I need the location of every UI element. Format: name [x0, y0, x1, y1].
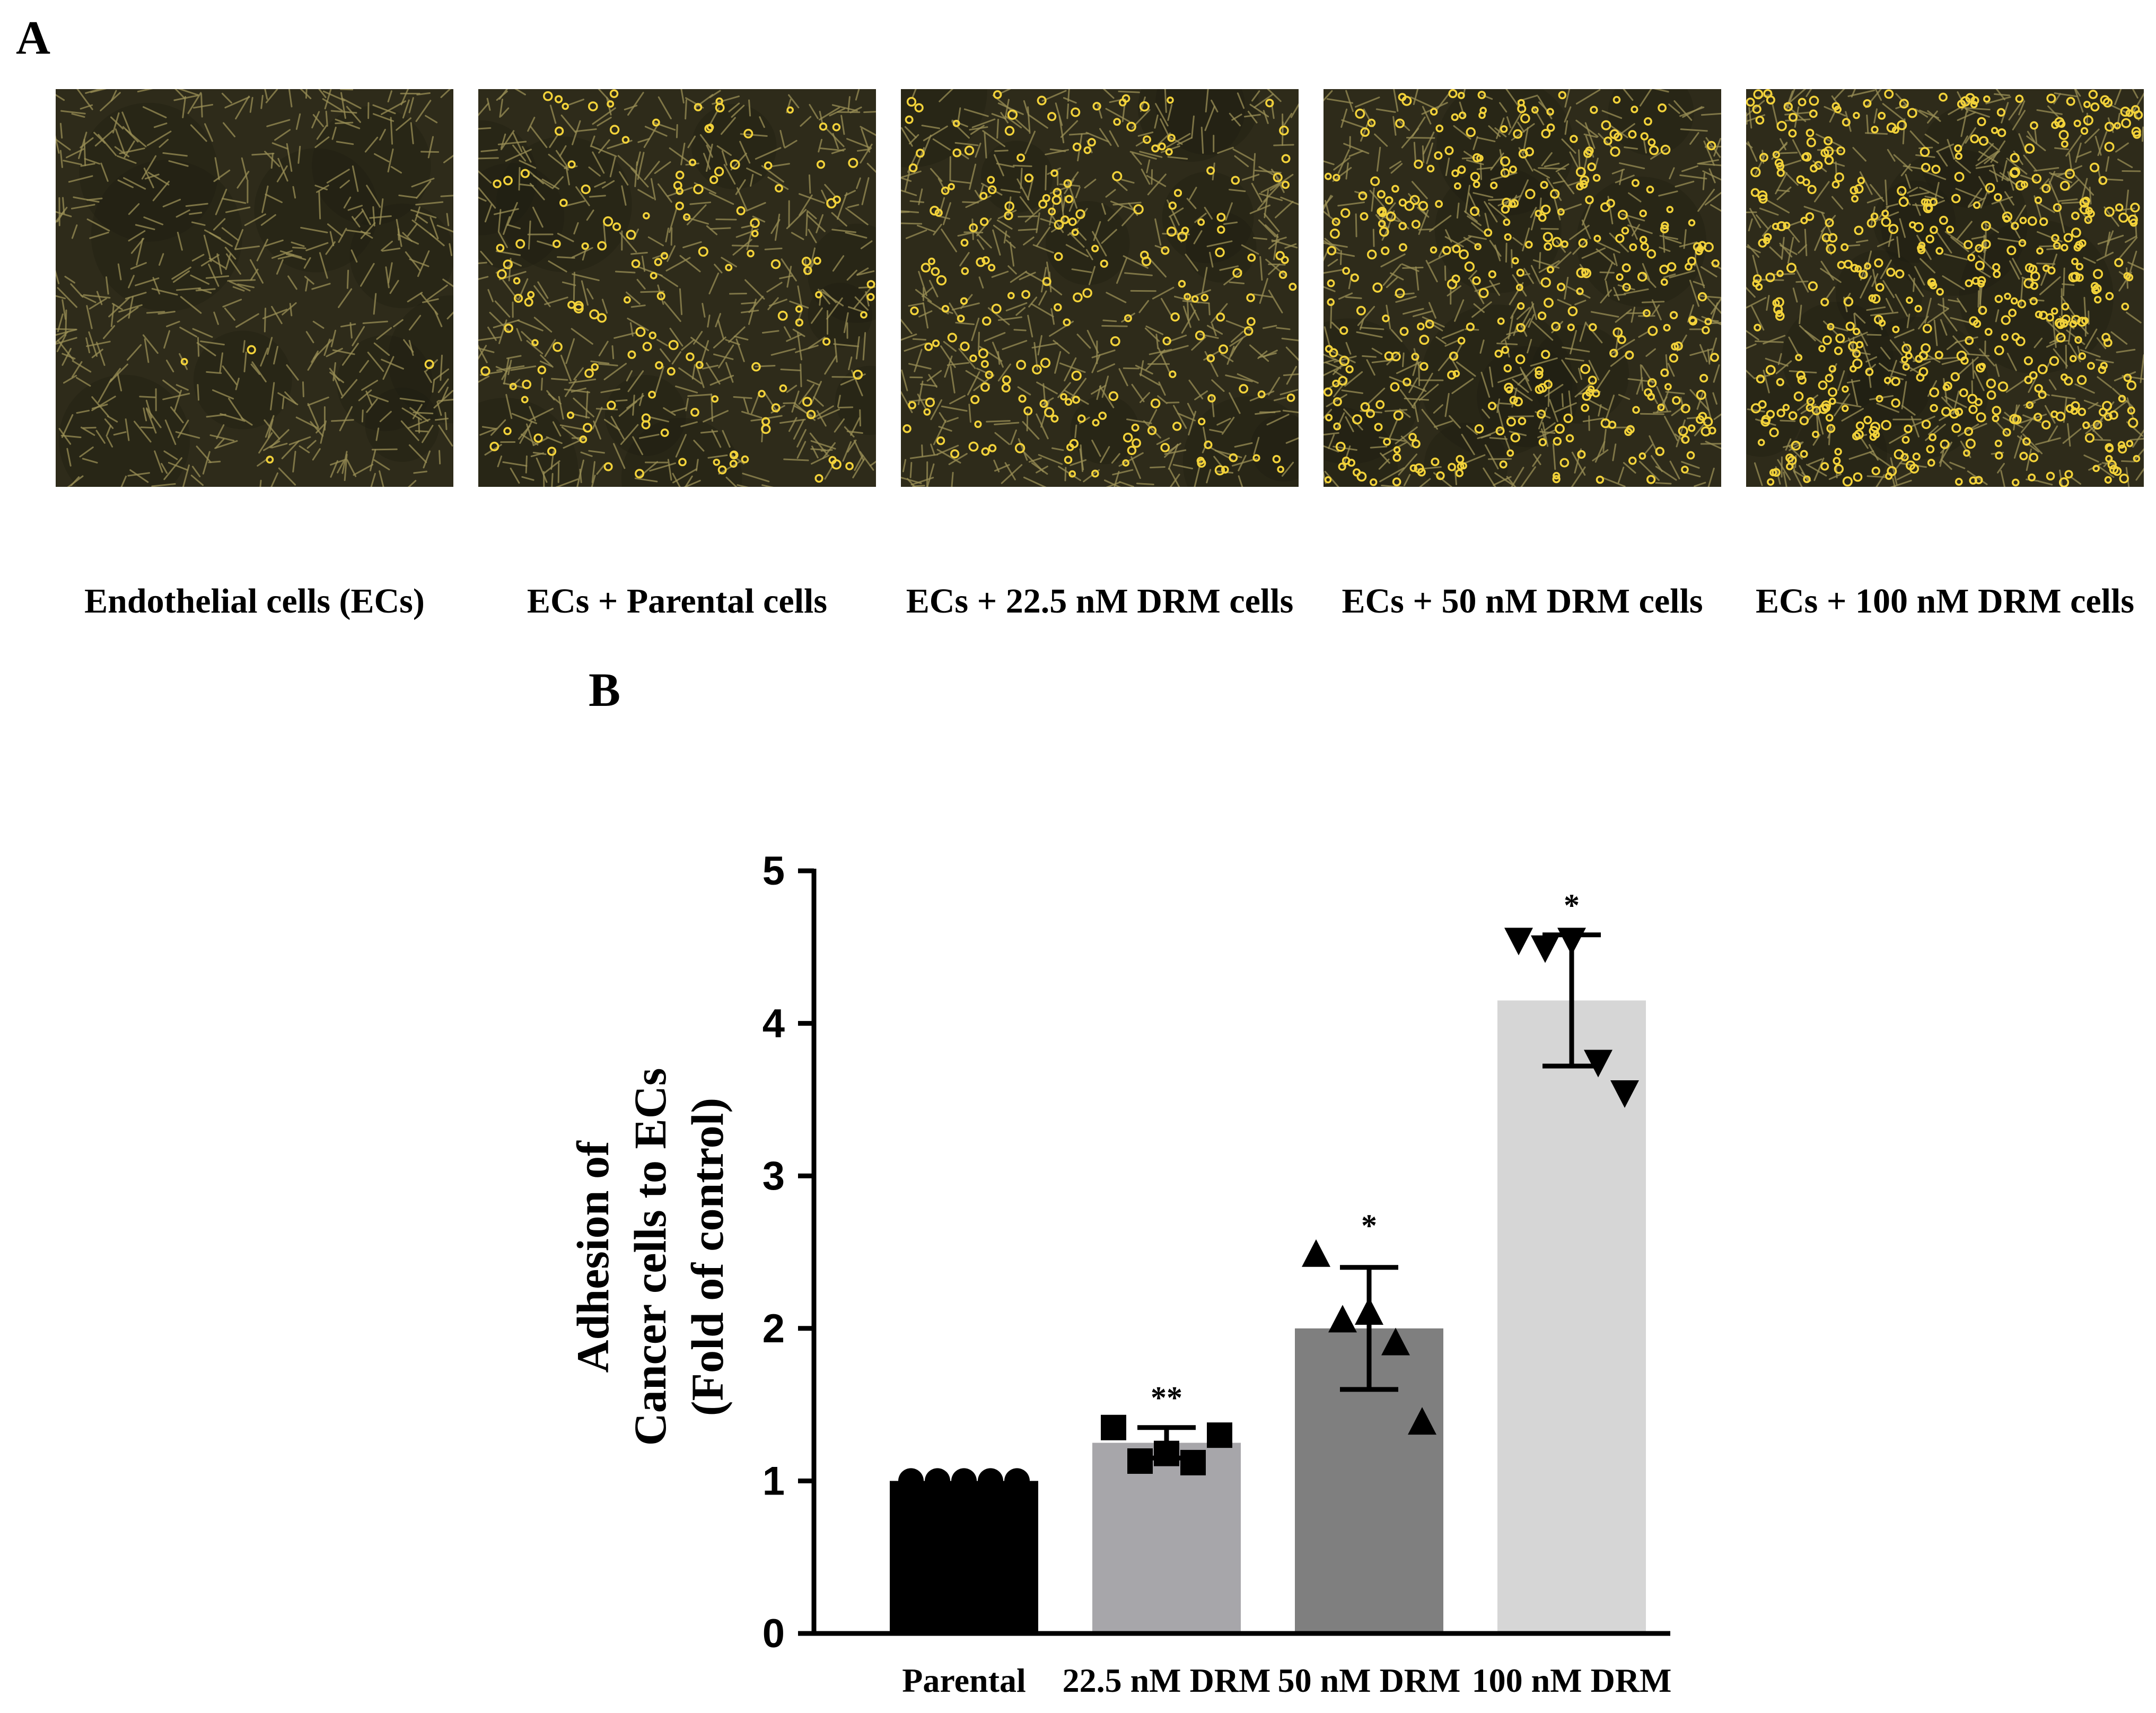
y-axis-label-line: Adhesion of	[567, 1140, 618, 1373]
data-point	[1557, 928, 1586, 956]
data-point	[1504, 928, 1533, 956]
y-tick-label: 4	[763, 1001, 785, 1046]
data-point	[1302, 1239, 1330, 1267]
y-axis-label-line: (Fold of control)	[682, 1098, 733, 1416]
error-bar	[1340, 1265, 1398, 1392]
bar-chart: Adhesion of Cancer cells to ECs (Fold of c…	[0, 796, 2156, 1713]
bar	[1497, 1000, 1646, 1633]
data-point	[1584, 1050, 1612, 1078]
micrograph-image	[901, 89, 1299, 487]
micrograph-22-5nm	[901, 89, 1299, 487]
data-point	[1531, 935, 1559, 963]
micrograph-100nm	[1746, 89, 2144, 487]
data-point	[1207, 1422, 1232, 1448]
x-category-label: 50 nM DRM	[1278, 1662, 1461, 1699]
bar	[1092, 1443, 1241, 1633]
micrograph-endothelial	[56, 89, 453, 487]
micrograph-label: ECs + 22.5 nM DRM cells	[906, 582, 1294, 620]
bar-chart-svg: Adhesion of Cancer cells to ECs (Fold of c…	[567, 849, 1672, 1699]
y-tick-label: 5	[763, 849, 785, 894]
data-point	[1154, 1440, 1179, 1466]
x-category-label: Parental	[902, 1662, 1026, 1699]
micrograph-image	[478, 89, 876, 487]
significance-label: *	[1361, 1208, 1377, 1243]
micrograph-row: Endothelial cells (ECs) ECs + Parental c…	[56, 89, 2145, 620]
micrograph-50nm	[1324, 89, 1721, 487]
micrograph-image	[56, 89, 453, 487]
data-point	[1328, 1305, 1357, 1333]
data-point	[951, 1468, 977, 1494]
y-tick-label: 3	[763, 1153, 785, 1199]
data-point	[1355, 1297, 1383, 1325]
data-point	[1004, 1468, 1030, 1494]
data-point	[1127, 1448, 1153, 1474]
y-tick-label: 0	[763, 1611, 785, 1656]
micrograph-label: Endothelial cells (ECs)	[84, 582, 425, 620]
y-tick-label: 2	[763, 1306, 785, 1351]
micrograph-label: ECs + 50 nM DRM cells	[1342, 582, 1703, 620]
significance-label: *	[1564, 888, 1580, 923]
data-point	[1381, 1327, 1410, 1356]
y-axis-label: Adhesion of Cancer cells to ECs (Fold of c…	[567, 1068, 733, 1446]
panel-a-letter: A	[16, 12, 50, 64]
significance-label: **	[1151, 1380, 1182, 1415]
bar	[890, 1481, 1038, 1633]
y-axis-label-line: Cancer cells to ECs	[625, 1068, 676, 1446]
data-point	[925, 1468, 950, 1494]
data-point	[1180, 1449, 1206, 1475]
micrograph-image	[1324, 89, 1721, 487]
data-point	[1101, 1414, 1126, 1440]
micrograph-parental	[478, 89, 876, 487]
micrograph-label: ECs + Parental cells	[527, 582, 828, 620]
x-category-label: 100 nM DRM	[1472, 1662, 1672, 1699]
panel-b-letter: B	[589, 664, 621, 716]
data-point	[1408, 1407, 1436, 1435]
data-point	[898, 1468, 924, 1494]
x-category-label: 22.5 nM DRM	[1063, 1662, 1271, 1699]
micrograph-image	[1746, 89, 2144, 487]
y-tick-label: 1	[763, 1458, 785, 1504]
data-point	[978, 1468, 1003, 1494]
data-point	[1610, 1080, 1639, 1108]
micrograph-label: ECs + 100 nM DRM cells	[1755, 582, 2135, 620]
